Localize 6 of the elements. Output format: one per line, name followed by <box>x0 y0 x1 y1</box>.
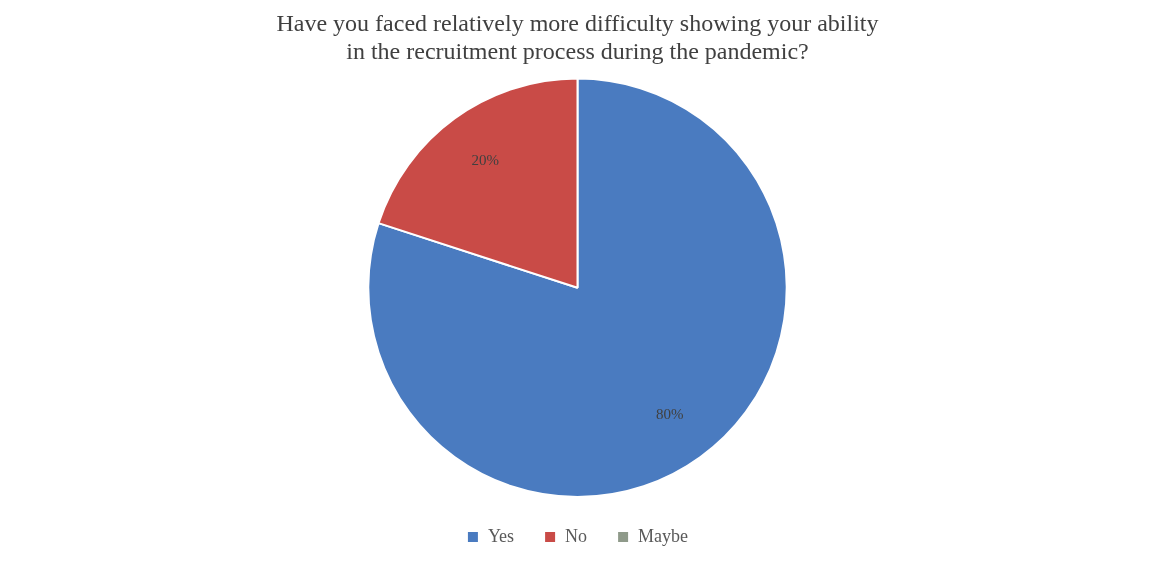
data-label: 80% <box>655 405 684 422</box>
chart-title: Have you faced relatively more difficulty showing your ability in the recruitment process during the pandemic? <box>276 9 879 65</box>
legend-label: No <box>565 525 588 546</box>
legend-label: Yes <box>487 525 515 546</box>
legend-label: Maybe <box>638 525 689 546</box>
data-label: 20% <box>471 151 500 168</box>
